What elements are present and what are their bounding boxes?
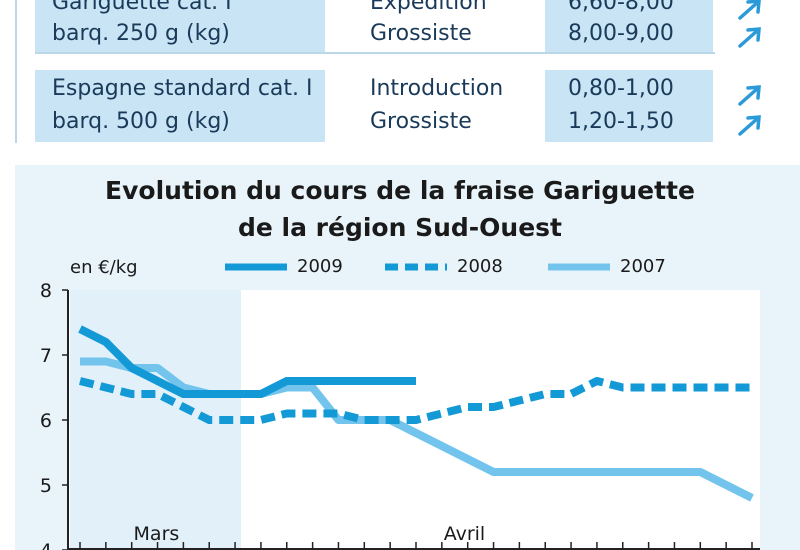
series-line-2008 xyxy=(79,377,752,424)
month-label: Avril xyxy=(444,523,486,545)
legend-item-2007: 2007 xyxy=(548,256,666,277)
y-tick-label: 7 xyxy=(40,345,52,367)
stage-label: Introduction xyxy=(370,76,504,101)
legend-swatch-2009 xyxy=(225,263,287,270)
legend-swatch-2007 xyxy=(548,263,610,270)
product-line: Gariguette cat. I xyxy=(52,0,232,15)
y-tick-label: 4 xyxy=(40,540,52,550)
product-cell-bg xyxy=(35,0,325,52)
y-axis-unit-label: en €/kg xyxy=(70,257,138,278)
series-line-2009 xyxy=(78,325,416,398)
product-line: Espagne standard cat. I xyxy=(52,76,313,101)
up-arrow-icon xyxy=(738,85,761,106)
table-divider-vertical xyxy=(15,0,17,143)
price-range: 0,80-1,00 xyxy=(568,76,674,101)
legend-item-2008: 2008 xyxy=(385,256,503,277)
price-range: 6,60-8,00 xyxy=(568,0,674,15)
price-cell-bg xyxy=(545,0,713,52)
y-tick-label: 6 xyxy=(40,410,52,432)
up-arrow-icon xyxy=(738,27,761,48)
table-divider-horizontal xyxy=(35,52,715,54)
price-range: 8,00-9,00 xyxy=(568,21,674,46)
stage-label: Grossiste xyxy=(370,109,472,134)
series-line-2007 xyxy=(80,357,754,502)
price-table: Gariguette cat. I barq. 250 g (kg) Expéd… xyxy=(0,0,800,160)
chart-title-line-1: Evolution du cours de la fraise Gariguet… xyxy=(105,176,695,205)
march-shaded-region xyxy=(70,290,242,550)
stage-label: Grossiste xyxy=(370,21,472,46)
chart-title-line-2: de la région Sud-Ouest xyxy=(237,213,563,242)
legend-swatch-2008 xyxy=(385,263,447,270)
legend-item-2009: 2009 xyxy=(225,256,343,277)
product-cell-bg xyxy=(35,70,325,142)
up-arrow-icon xyxy=(738,0,761,20)
y-tick-label: 5 xyxy=(40,475,52,497)
price-range: 1,20-1,50 xyxy=(568,109,674,134)
y-tick-label: 8 xyxy=(40,280,52,302)
price-cell-bg xyxy=(545,70,713,142)
month-label: Mars xyxy=(134,523,180,545)
product-line: barq. 500 g (kg) xyxy=(52,109,230,134)
legend-label: 2007 xyxy=(620,256,666,277)
product-line: barq. 250 g (kg) xyxy=(52,21,230,46)
legend-label: 2008 xyxy=(457,256,503,277)
up-arrow-icon xyxy=(738,115,761,136)
stage-label: Expédition xyxy=(370,0,487,15)
legend-label: 2009 xyxy=(297,256,343,277)
